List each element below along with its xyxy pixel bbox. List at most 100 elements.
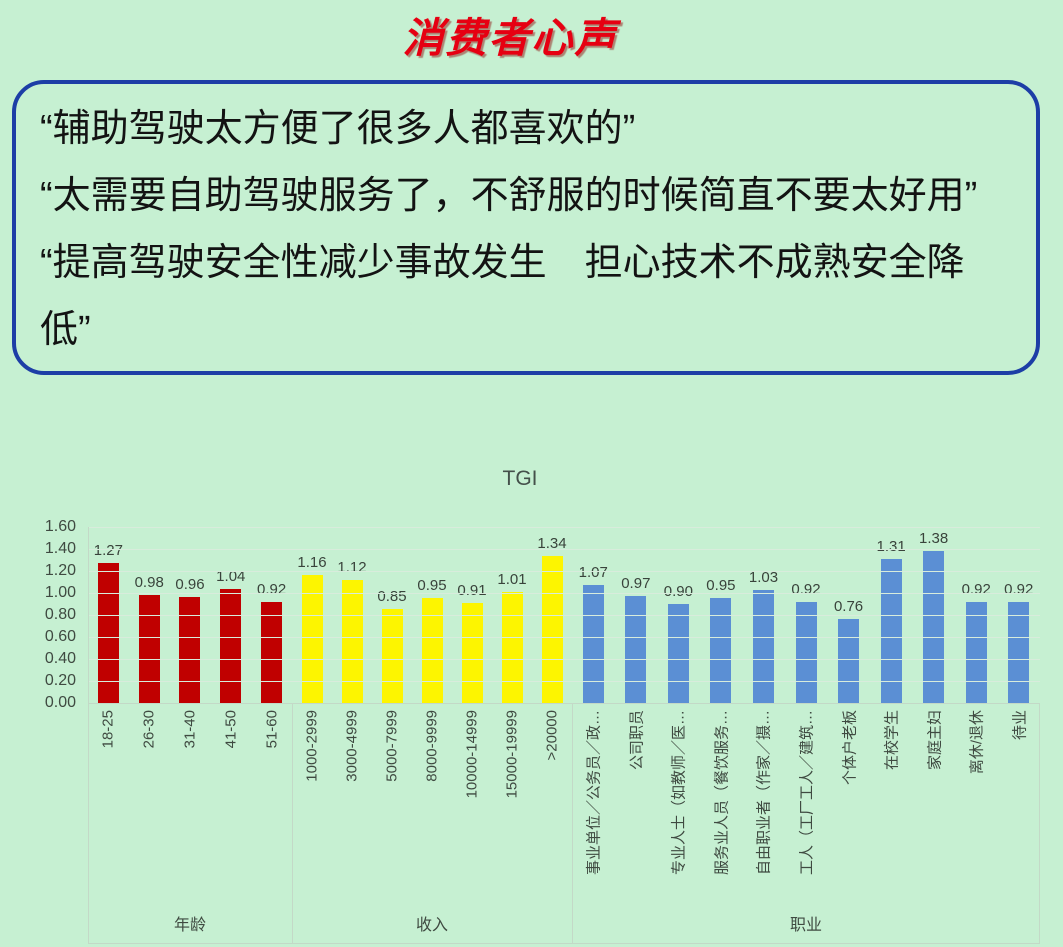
- x-label-cell: 公司职员: [615, 703, 658, 899]
- bar-slot: 1.31: [870, 527, 913, 703]
- bar: [965, 602, 987, 703]
- bar: [301, 575, 323, 703]
- gridline: [88, 615, 1040, 616]
- y-axis-tick-label: 0.20: [44, 672, 76, 689]
- bar-slot: 1.03: [742, 527, 785, 703]
- group-separator: [572, 703, 573, 943]
- gridline: [88, 637, 1040, 638]
- axis-group-label: 收入: [415, 917, 448, 934]
- x-label-group: 1000-2999 3000-4999 5000-7999 8000-9999 1000…: [292, 703, 572, 899]
- bar: [1008, 602, 1030, 703]
- x-axis-category-label: 31-40: [181, 710, 199, 749]
- bar: [220, 589, 242, 703]
- bar-value-label: 1.38: [919, 530, 949, 547]
- bar: [421, 598, 443, 703]
- bar: [138, 595, 160, 703]
- bar-value-label: 0.91: [457, 582, 487, 599]
- x-axis-category-label: 10000-14999: [463, 710, 481, 799]
- x-axis-category-label: 公司职员: [628, 710, 646, 771]
- bar-value-label: 1.34: [537, 535, 567, 552]
- x-label-cell: 31-40: [170, 703, 211, 899]
- x-label-cell: 事业单位／公务员／政…: [572, 703, 615, 899]
- x-label-cell: 服务业人员（餐饮服务…: [700, 703, 743, 899]
- x-axis-category-label: 个体户老板: [841, 710, 859, 786]
- y-axis-tick-label: 1.20: [44, 562, 76, 579]
- bar: [923, 551, 945, 703]
- bar: [625, 596, 647, 703]
- bar-value-label: 0.92: [961, 581, 991, 598]
- consumer-quote-box: “辅助驾驶太方便了很多人都喜欢的” “太需要自助驾驶服务了，不舒服的时候简直不要…: [12, 80, 1040, 375]
- bar-value-label: 0.96: [175, 576, 205, 593]
- bar-slot: 1.04: [210, 527, 251, 703]
- label-band-bottom-line: [88, 943, 1040, 944]
- x-label-cell: 个体户老板: [827, 703, 870, 899]
- bar-value-label: 0.76: [833, 598, 864, 615]
- bar-group: 1.07 0.97 0.90 0.95 1.03 0.92 0.76 1.31 1.38 0.92…: [572, 527, 1040, 703]
- x-axis-category-label: 18-25: [99, 710, 117, 749]
- y-axis: 0.00 0.20 0.40 0.60 0.80 1.00 1.20 1.40 1.60: [0, 455, 80, 715]
- quote-line-2: “太需要自助驾驶服务了，不舒服的时候简直不要太好用”: [40, 175, 978, 217]
- x-label-cell: 自由职业者（作家／摄…: [742, 703, 785, 899]
- x-axis-category-label: 5000-7999: [383, 710, 401, 782]
- bar-slot: 0.76: [827, 527, 870, 703]
- y-axis-tick-label: 0.60: [44, 628, 76, 645]
- x-label-cell: 5000-7999: [372, 703, 412, 899]
- x-axis-category-label: 26-30: [140, 710, 158, 749]
- y-axis-line: [88, 527, 89, 703]
- x-label-cell: 8000-9999: [412, 703, 452, 899]
- x-label-cell: 离休/退休: [955, 703, 998, 899]
- quote-line-1: “辅助驾驶太方便了很多人都喜欢的”: [40, 108, 636, 150]
- x-axis-category-label: 3000-4999: [343, 710, 361, 782]
- x-axis-labels: 18-25 26-30 31-40 41-50 51-60 1000-2999 3000-4…: [88, 703, 1040, 899]
- bar: [341, 580, 363, 703]
- bar-slot: 0.97: [615, 527, 658, 703]
- tgi-bar-chart: TGI 0.00 0.20 0.40 0.60 0.80 1.00 1.20 1.40 1.60…: [0, 455, 1063, 947]
- x-label-group: 事业单位／公务员／政… 公司职员 专业人士（如教师／医… 服务业人员（餐饮服务… 自由职…: [572, 703, 1040, 899]
- bar-value-label: 0.90: [663, 583, 693, 600]
- x-axis-category-label: 41-50: [222, 710, 240, 749]
- bar-value-label: 0.85: [377, 588, 407, 605]
- x-axis-category-label: 51-60: [263, 710, 281, 749]
- bar-value-label: 0.95: [706, 577, 736, 594]
- bar-value-label: 1.07: [578, 564, 608, 581]
- x-label-cell: 家庭主妇: [912, 703, 955, 899]
- x-label-cell: >20000: [532, 703, 572, 899]
- bar-slot: 1.07: [572, 527, 615, 703]
- x-axis-category-label: 事业单位／公务员／政…: [585, 710, 603, 876]
- x-axis-category-label: 8000-9999: [423, 710, 441, 782]
- x-axis-category-label: 家庭主妇: [926, 710, 944, 771]
- x-label-cell: 专业人士（如教师／医…: [657, 703, 700, 899]
- bar: [179, 597, 201, 703]
- quote-line-3: “提高驾驶安全性减少事故发生 担心技术不成熟安全降低”: [40, 242, 965, 351]
- bar: [381, 609, 403, 703]
- bar: [501, 592, 523, 703]
- bar: [752, 590, 774, 703]
- x-axis-category-label: 1000-2999: [303, 710, 321, 782]
- gridline: [88, 593, 1040, 594]
- x-label-cell: 待业: [997, 703, 1040, 899]
- bar-value-label: 0.97: [621, 575, 651, 592]
- x-label-cell: 工人（工厂工人／建筑…: [785, 703, 828, 899]
- y-axis-tick-label: 1.60: [44, 518, 76, 535]
- gridline: [88, 549, 1040, 550]
- bar-value-label: 1.31: [876, 538, 906, 555]
- x-axis-category-label: 自由职业者（作家／摄…: [755, 710, 773, 876]
- bar-value-label: 0.92: [256, 581, 287, 598]
- bar-slot: 1.16: [292, 527, 332, 703]
- gridline: [88, 527, 1040, 528]
- bar: [667, 604, 689, 703]
- bar: [97, 563, 119, 703]
- y-axis-tick-label: 1.40: [44, 540, 76, 557]
- x-axis-category-label: 工人（工厂工人／建筑…: [798, 710, 816, 876]
- x-label-cell: 26-30: [129, 703, 170, 899]
- bar-slot: 0.96: [170, 527, 211, 703]
- gridline: [88, 681, 1040, 682]
- bar: [541, 556, 563, 703]
- gridline: [88, 659, 1040, 660]
- bar: [880, 559, 902, 703]
- bar-slot: 1.38: [912, 527, 955, 703]
- group-separator: [1039, 703, 1040, 943]
- bar-slot: 0.95: [700, 527, 743, 703]
- axis-group-label: 年龄: [173, 917, 206, 934]
- x-label-cell: 15000-19999: [492, 703, 532, 899]
